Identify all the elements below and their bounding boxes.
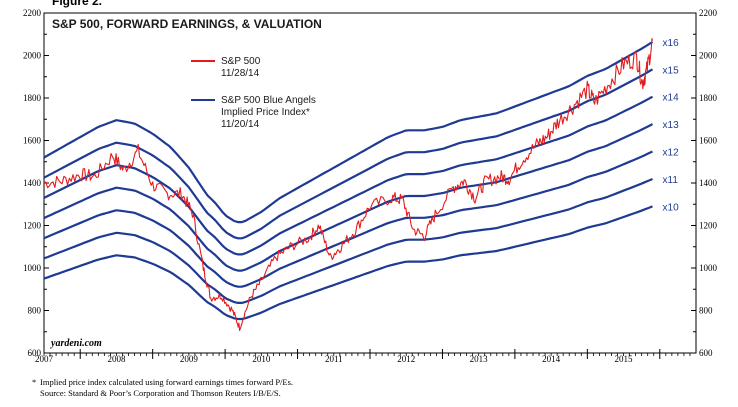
x-year-label: 2014 (542, 354, 561, 364)
legend: S&P 500 11/28/14 S&P 500 Blue Angels Imp… (191, 56, 316, 130)
legend-label-blue-angels-2: Implied Price Index* (221, 107, 310, 118)
x-year-label: 2015 (615, 354, 634, 364)
multiple-label-x13: x13 (663, 120, 680, 131)
y-tick-label-left: 2000 (23, 51, 42, 61)
watermark: yardeni.com (50, 338, 102, 349)
chart-title: S&P 500, FORWARD EARNINGS, & VALUATION (52, 17, 322, 31)
multiple-label-x12: x12 (663, 148, 680, 159)
y-tick-label-right: 1400 (699, 178, 718, 188)
sp500-line-group (43, 37, 654, 331)
y-tick-label-left: 1400 (23, 178, 42, 188)
y-tick-label-right: 800 (699, 306, 713, 316)
y-tick-label-left: 600 (28, 348, 42, 358)
blue-angel-line-x10 (43, 205, 653, 321)
x-year-label: 2010 (252, 354, 271, 364)
x-year-label: 2008 (107, 354, 126, 364)
x-year-label: 2007 (35, 354, 54, 364)
figure-label: Figure 2. (52, 0, 103, 8)
blue-angel-line-x16 (43, 40, 654, 224)
blue-angels-lines (43, 40, 654, 321)
blue-angel-line-x15 (43, 68, 654, 240)
y-tick-label-right: 1800 (699, 93, 718, 103)
x-year-label: 2013 (470, 354, 489, 364)
y-tick-label-left: 1600 (23, 136, 42, 146)
plot-frame (43, 12, 697, 354)
footnotes: * Implied price index calculated using f… (32, 377, 294, 399)
y-tick-label-left: 1000 (23, 263, 42, 273)
x-year-label: 2009 (180, 354, 199, 364)
y-tick-label-left: 1200 (23, 221, 42, 231)
legend-date-sp500: 11/28/14 (221, 68, 260, 79)
multiple-label-x10: x10 (663, 202, 680, 213)
blue-angel-line-x14 (43, 95, 654, 256)
y-tick-label-right: 600 (699, 348, 713, 358)
legend-label-sp500: S&P 500 (221, 56, 261, 67)
x-axis: 2007 2008 2009 2010 2011 2012 2013 2014 2015 (35, 349, 691, 364)
y-tick-label-left: 800 (28, 306, 42, 316)
sp500-line (43, 37, 654, 331)
legend-label-blue-angels: S&P 500 Blue Angels (221, 95, 316, 106)
y-tick-label-right: 2000 (699, 51, 718, 61)
y-tick-label-right: 1600 (699, 136, 718, 146)
y-tick-label-right: 2200 (699, 8, 718, 18)
blue-angel-line-x13 (43, 123, 654, 272)
y-tick-label-right: 1000 (699, 263, 718, 273)
y-tick-label-right: 1200 (699, 221, 718, 231)
multiple-label-x14: x14 (663, 93, 680, 104)
blue-angel-line-x11 (43, 177, 653, 304)
y-axis: 600 600 800 800 1000 1000 1200 1200 1400 1400 1600… (23, 8, 718, 358)
multiple-label-x11: x11 (663, 175, 679, 186)
blue-angel-line-x12 (43, 150, 653, 288)
x-year-label: 2012 (397, 354, 415, 364)
legend-date-blue-angels: 11/20/14 (221, 119, 260, 130)
y-tick-label-left: 2200 (23, 8, 42, 18)
source-text: Source: Standard & Poor’s Corporation an… (40, 388, 281, 398)
x-year-label: 2011 (325, 354, 343, 364)
y-tick-label-left: 1800 (23, 93, 42, 103)
footnote-marker: * (32, 377, 37, 387)
multiple-label-x15: x15 (663, 65, 680, 76)
multiple-label-x16: x16 (663, 38, 680, 49)
multiple-labels: x10 x11 x12 x13 x14 x15 x16 (663, 38, 680, 213)
footnote-text: Implied price index calculated using for… (40, 377, 294, 387)
